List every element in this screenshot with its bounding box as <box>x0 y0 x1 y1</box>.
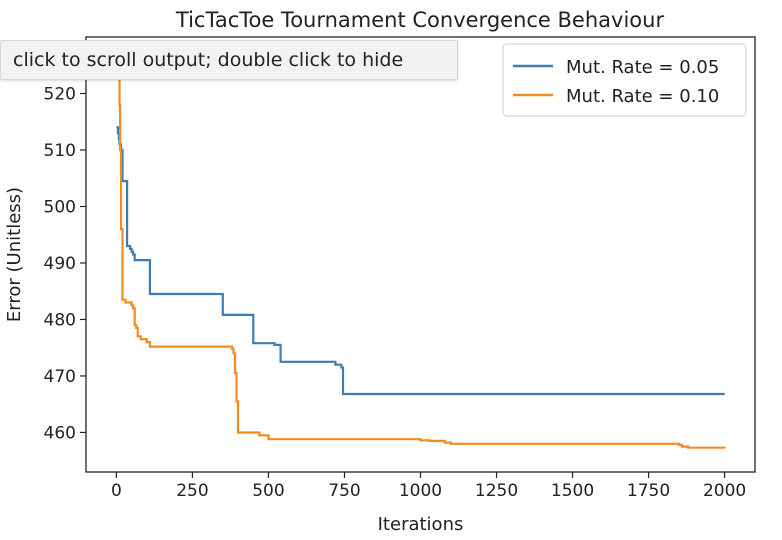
series-line-1 <box>116 126 725 396</box>
y-tick-label: 490 <box>44 254 76 274</box>
x-tick-label: 500 <box>252 481 284 501</box>
x-tick-label: 2000 <box>703 481 746 501</box>
chart-title: TicTacToe Tournament Convergence Behavio… <box>175 8 665 32</box>
x-axis-title: Iterations <box>378 514 464 535</box>
x-tick-label: 1500 <box>551 481 594 501</box>
x-tick-label: 250 <box>176 481 208 501</box>
y-tick-label: 500 <box>44 197 76 217</box>
legend-label-2: Mut. Rate = 0.10 <box>566 86 719 107</box>
x-tick-label: 0 <box>111 481 122 501</box>
y-tick-label: 470 <box>44 367 76 387</box>
x-tick-label: 1750 <box>627 481 670 501</box>
x-axis: 0 250 500 750 1000 1250 1500 1750 2000 <box>111 472 746 501</box>
y-tick-label: 510 <box>44 141 76 161</box>
y-tick-label: 460 <box>44 423 76 443</box>
y-tick-label: 480 <box>44 310 76 330</box>
series-line-2 <box>116 52 726 449</box>
x-tick-label: 1000 <box>399 481 442 501</box>
y-axis: 460 470 480 490 500 510 520 <box>44 84 86 443</box>
legend-label-1: Mut. Rate = 0.05 <box>566 57 719 78</box>
scroll-output-tooltip[interactable]: click to scroll output; double click to … <box>0 40 458 80</box>
y-axis-title: Error (Unitless) <box>4 187 25 322</box>
x-tick-label: 1250 <box>475 481 518 501</box>
series-layer <box>116 52 726 449</box>
legend-box <box>502 43 747 117</box>
x-tick-label: 750 <box>328 481 360 501</box>
y-tick-label: 520 <box>44 84 76 104</box>
legend: Mut. Rate = 0.05 Mut. Rate = 0.10 <box>502 43 747 117</box>
